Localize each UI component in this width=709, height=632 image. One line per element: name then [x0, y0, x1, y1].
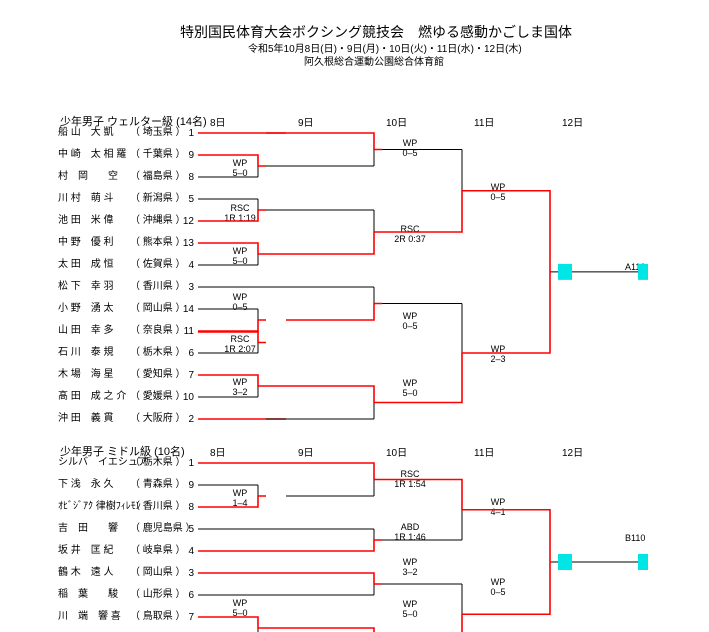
bracket-lines [0, 0, 709, 632]
